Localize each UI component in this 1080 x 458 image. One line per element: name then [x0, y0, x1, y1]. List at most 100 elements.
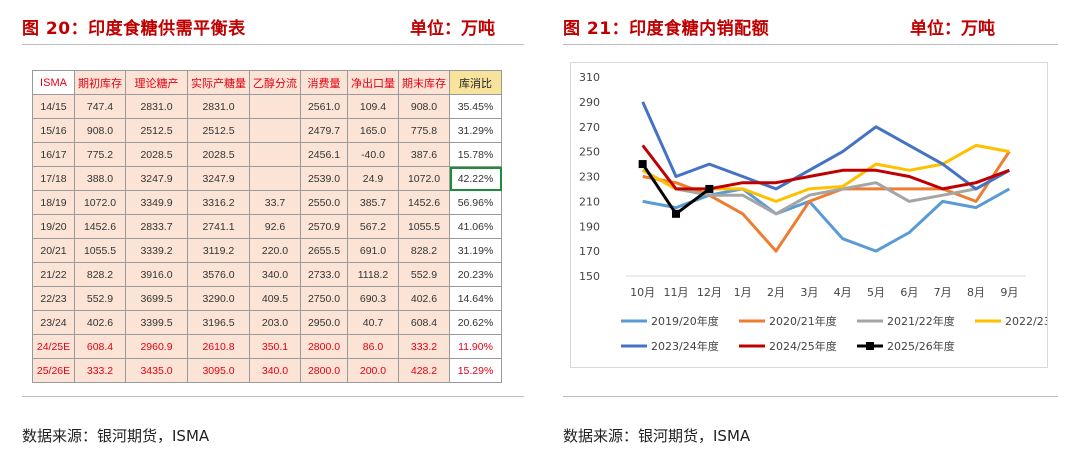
table-cell: 220.0	[249, 238, 301, 263]
table-cell: 109.4	[347, 94, 399, 119]
table-cell: 1055.5	[74, 238, 126, 263]
column-header: 库消比	[449, 70, 502, 95]
table-cell: 608.4	[398, 310, 450, 335]
table-cell: 1118.2	[347, 262, 399, 287]
table-row: 17/18 388.0 3247.9 3247.9 2539.0 24.9 1072.0 42…	[32, 166, 502, 191]
table-cell: 2570.9	[300, 214, 348, 239]
x-tick-label: 1月	[734, 286, 752, 299]
x-tick-label: 3月	[800, 286, 818, 299]
table-cell: 2655.5	[300, 238, 348, 263]
table-cell: 25/26E	[32, 358, 75, 383]
table-row: 18/19 1072.0 3349.9 3316.2 33.7 2550.0 385.7 14…	[32, 190, 502, 215]
table-cell: 3247.9	[125, 166, 188, 191]
table-cell: 2610.8	[187, 334, 250, 359]
table-cell: -40.0	[347, 142, 399, 167]
table-row: 21/22 828.2 3916.0 3576.0 340.0 2733.0 1118.2 5…	[32, 262, 502, 287]
table-cell: 2733.0	[300, 262, 348, 287]
legend-label: 2021/22年度	[887, 314, 955, 328]
table-cell: 31.29%	[449, 118, 502, 143]
table-cell: 31.19%	[449, 238, 502, 263]
table-cell: 40.7	[347, 310, 399, 335]
table-cell: 16/17	[32, 142, 75, 167]
table-cell: 409.5	[249, 286, 301, 311]
table-cell: 19/20	[32, 214, 75, 239]
table-cell: 24.9	[347, 166, 399, 191]
x-tick-label: 6月	[900, 286, 918, 299]
table-row: 24/25E 608.4 2960.9 2610.8 350.1 2800.0 86.0 33…	[32, 334, 502, 359]
y-tick-label: 190	[579, 220, 600, 233]
table-cell: 23/24	[32, 310, 75, 335]
x-tick-label: 8月	[967, 286, 985, 299]
table-row: 16/17 775.2 2028.5 2028.5 2456.1 -40.0 387.6 15…	[32, 142, 502, 167]
table-cell: 608.4	[74, 334, 126, 359]
table-cell: 428.2	[398, 358, 450, 383]
quota-line-chart: 150 170 190 210 230 250 270 290 310 10月 11月 12月 1月 2月…	[579, 71, 1073, 353]
table-cell: 14/15	[32, 94, 75, 119]
column-header: 消费量	[300, 70, 348, 95]
y-tick-label: 310	[579, 71, 600, 84]
data-point	[672, 209, 680, 218]
table-cell: 2479.7	[300, 118, 348, 143]
x-tick-label: 7月	[934, 286, 952, 299]
table-cell: 2028.5	[125, 142, 188, 167]
table-cell: 3119.2	[187, 238, 250, 263]
table-cell: 2028.5	[187, 142, 250, 167]
table-cell: 2539.0	[300, 166, 348, 191]
right-title-divider	[563, 44, 1058, 45]
column-header: 乙醇分流	[249, 70, 301, 95]
right-source-note: 数据来源：银河期货，ISMA	[563, 427, 751, 445]
table-cell: 908.0	[74, 118, 126, 143]
table-cell: 385.7	[347, 190, 399, 215]
table-cell: 402.6	[398, 286, 450, 311]
table-cell: 165.0	[347, 118, 399, 143]
table-cell: 35.45%	[449, 94, 502, 119]
table-cell: 3576.0	[187, 262, 250, 287]
table-cell: 42.22%	[449, 166, 502, 191]
table-row: 19/20 1452.6 2833.7 2741.1 92.6 2570.9 567.2 10…	[32, 214, 502, 239]
legend-label: 2019/20年度	[651, 314, 719, 328]
table-cell: 775.8	[398, 118, 450, 143]
column-header: 期末库存	[398, 70, 450, 95]
table-cell: 691.0	[347, 238, 399, 263]
table-cell: 17/18	[32, 166, 75, 191]
table-cell: 3349.9	[125, 190, 188, 215]
column-header: 净出口量	[347, 70, 399, 95]
table-cell: 15.78%	[449, 142, 502, 167]
table-cell: 775.2	[74, 142, 126, 167]
table-cell: 2833.7	[125, 214, 188, 239]
series-line	[641, 101, 1011, 191]
x-tick-label: 4月	[834, 286, 852, 299]
table-cell: 747.4	[74, 94, 126, 119]
table-cell: 333.2	[74, 358, 126, 383]
table-cell: 3316.2	[187, 190, 250, 215]
x-tick-label: 5月	[867, 286, 885, 299]
left-title-divider	[22, 44, 524, 45]
table-cell: 388.0	[74, 166, 126, 191]
table-cell	[249, 94, 301, 119]
chart-frame: 150 170 190 210 230 250 270 290 310 10月 11月 12月 1月 2月…	[570, 62, 1073, 368]
table-cell: 3916.0	[125, 262, 188, 287]
table-cell: 387.6	[398, 142, 450, 167]
table-cell: 908.0	[398, 94, 450, 119]
table-row: 25/26E 333.2 3435.0 3095.0 340.0 2800.0 200.0 4…	[32, 358, 502, 383]
series-line	[641, 144, 1010, 191]
x-tick-label: 10月	[630, 286, 655, 299]
table-cell: 2741.1	[187, 214, 250, 239]
table-row: 20/21 1055.5 3339.2 3119.2 220.0 2655.5 691.0 8…	[32, 238, 502, 263]
table-cell: 690.3	[347, 286, 399, 311]
table-cell: 1072.0	[74, 190, 126, 215]
table-cell: 200.0	[347, 358, 399, 383]
table-cell: 2456.1	[300, 142, 348, 167]
table-row: 15/16 908.0 2512.5 2512.5 2479.7 165.0 775.8 31…	[32, 118, 502, 143]
left-bottom-divider	[22, 396, 524, 397]
table-cell: 3339.2	[125, 238, 188, 263]
table-cell: 33.7	[249, 190, 301, 215]
table-cell: 2512.5	[187, 118, 250, 143]
right-bottom-divider	[563, 396, 1058, 397]
table-cell: 828.2	[74, 262, 126, 287]
table-cell: 2750.0	[300, 286, 348, 311]
chart-unit: 单位：万吨	[910, 19, 995, 39]
data-point	[705, 184, 714, 193]
table-cell: 3247.9	[187, 166, 250, 191]
table-cell: 20.23%	[449, 262, 502, 287]
